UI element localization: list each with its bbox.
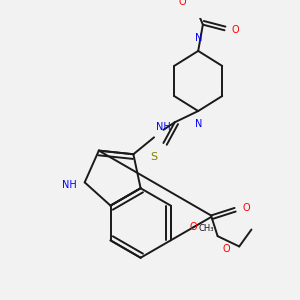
Text: NH: NH xyxy=(156,122,171,132)
Text: O: O xyxy=(178,0,186,7)
Text: O: O xyxy=(232,25,240,35)
Text: N: N xyxy=(194,118,202,129)
Text: NH: NH xyxy=(62,180,77,190)
Text: S: S xyxy=(151,152,158,162)
Text: O: O xyxy=(222,244,230,254)
Text: N: N xyxy=(194,33,202,43)
Text: O: O xyxy=(190,222,197,232)
Text: CH₃: CH₃ xyxy=(199,224,214,233)
Text: O: O xyxy=(242,203,250,213)
